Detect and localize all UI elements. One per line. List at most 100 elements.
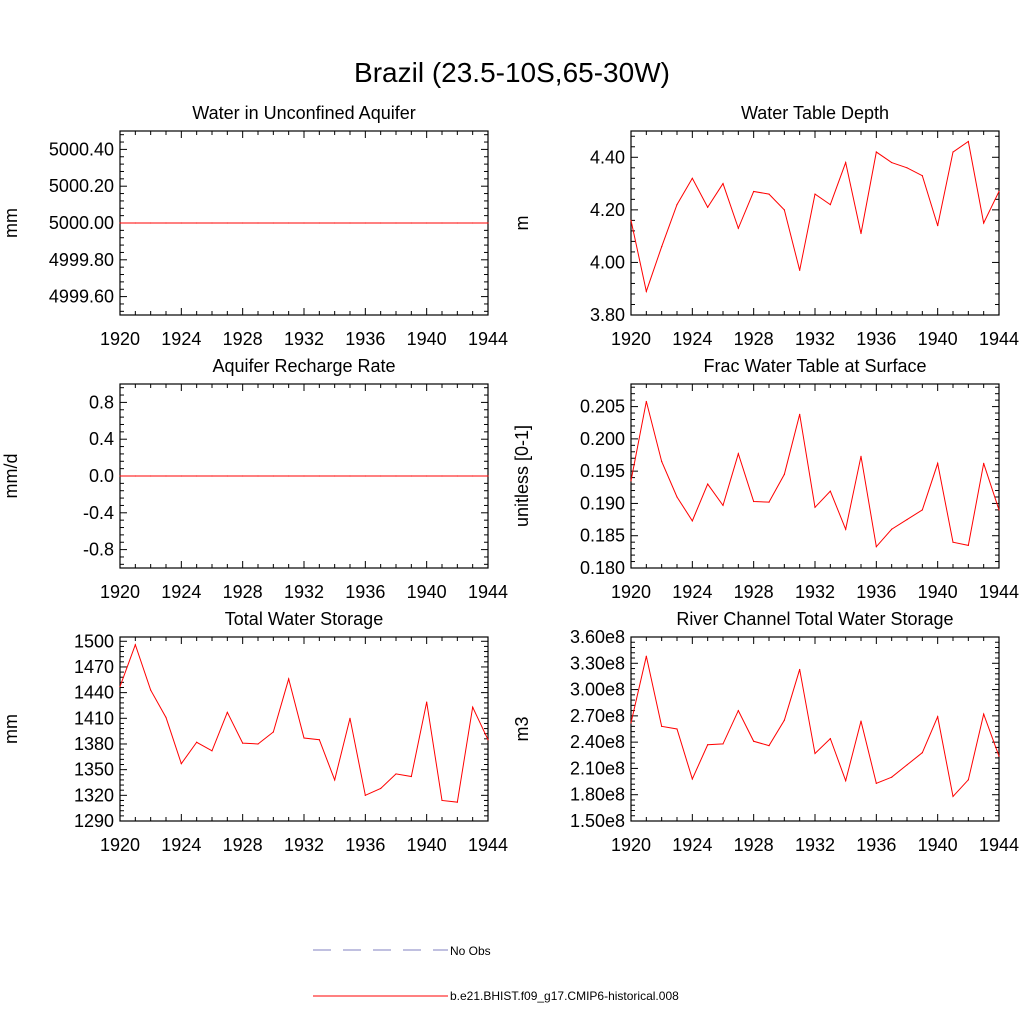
data-point (349, 222, 351, 224)
y-tick-label: 2.70e8 (570, 706, 625, 726)
data-point (661, 725, 663, 727)
data-point (937, 225, 939, 227)
data-point (242, 742, 244, 744)
data-point (472, 475, 474, 477)
data-point (318, 475, 320, 477)
y-tick-label: 1320 (74, 785, 114, 805)
y-tick-label: 0.4 (89, 429, 114, 449)
y-tick-label: 0.8 (89, 392, 114, 412)
y-tick-label: 3.00e8 (570, 680, 625, 700)
data-point (937, 716, 939, 718)
data-point (814, 193, 816, 195)
data-point (226, 711, 228, 713)
y-tick-label: 1440 (74, 683, 114, 703)
data-point (334, 222, 336, 224)
x-tick-label: 1936 (856, 835, 896, 855)
data-point (753, 500, 755, 503)
data-point (487, 739, 489, 741)
x-tick-label: 1944 (468, 329, 508, 349)
data-point (242, 222, 244, 224)
data-point (288, 678, 290, 680)
panel-frac-water-table-surface: Frac Water Table at Surface unitless [0-1… (512, 356, 1019, 602)
panel-title: Aquifer Recharge Rate (212, 356, 395, 376)
x-tick-label: 1944 (979, 582, 1019, 602)
y-tick-label: 0.205 (580, 397, 625, 417)
data-point (456, 222, 458, 224)
data-point (303, 222, 305, 224)
data-point (487, 475, 489, 477)
data-point (150, 475, 152, 477)
data-point (875, 546, 877, 548)
data-point (242, 475, 244, 477)
data-point (272, 475, 274, 477)
y-tick-label: 0.200 (580, 429, 625, 449)
data-point (768, 193, 770, 195)
x-tick-label: 1924 (672, 835, 712, 855)
data-point (921, 752, 923, 754)
x-tick-label: 1928 (223, 582, 263, 602)
plot-frame (119, 636, 489, 822)
y-tick-label: 0.180 (580, 558, 625, 578)
x-tick-label: 1920 (611, 582, 651, 602)
y-tick-label: 5000.20 (49, 176, 114, 196)
data-point (272, 222, 274, 224)
x-tick-label: 1944 (979, 329, 1019, 349)
data-point (487, 222, 489, 224)
data-point (257, 743, 259, 745)
data-point (676, 728, 678, 730)
y-tick-label: 3.60e8 (570, 627, 625, 647)
data-point (860, 232, 862, 235)
data-point (829, 490, 831, 492)
data-point (983, 222, 985, 224)
data-point (645, 655, 647, 657)
data-point (707, 483, 709, 485)
panel-title: Frac Water Table at Surface (703, 356, 926, 376)
data-point (753, 740, 755, 742)
data-point (829, 738, 831, 740)
data-point (630, 480, 632, 482)
x-tick-label: 1928 (734, 582, 774, 602)
x-tick-label: 1932 (284, 329, 324, 349)
y-axis-label: unitless [0-1] (512, 425, 532, 527)
data-point (318, 222, 320, 224)
data-point (456, 801, 458, 803)
panel-title: Water in Unconfined Aquifer (192, 103, 415, 123)
data-point (441, 799, 443, 802)
data-point (303, 475, 305, 477)
data-point (150, 222, 152, 224)
data-point (707, 206, 709, 208)
y-tick-label: 0.0 (89, 466, 114, 486)
data-point (661, 246, 663, 248)
data-point (921, 509, 923, 511)
series-line (630, 401, 1000, 548)
x-tick-label: 1928 (223, 329, 263, 349)
data-point (707, 744, 709, 746)
data-point (380, 475, 382, 477)
data-point (645, 290, 647, 292)
data-point (691, 520, 693, 522)
x-tick-label: 1944 (468, 582, 508, 602)
data-point (196, 475, 198, 477)
data-point (334, 475, 336, 477)
figure-title: Brazil (23.5-10S,65-30W) (354, 57, 670, 88)
data-point (829, 204, 831, 206)
x-tick-label: 1944 (468, 835, 508, 855)
data-point (364, 794, 366, 796)
data-point (410, 222, 412, 224)
data-point (134, 475, 136, 477)
data-point (288, 222, 290, 224)
data-point (783, 719, 785, 721)
data-point (426, 701, 428, 703)
data-point (334, 779, 336, 781)
x-tick-label: 1940 (918, 582, 958, 602)
data-point (165, 716, 167, 719)
data-point (349, 475, 351, 477)
panel-water-table-depth: Water Table Depth m 1920 1924 1928 1932 1936 19… (512, 103, 1019, 349)
y-tick-label: 5000.40 (49, 139, 114, 159)
data-point (257, 222, 259, 224)
x-tick-label: 1924 (161, 582, 201, 602)
y-tick-label: 5000.00 (49, 213, 114, 233)
y-tick-label: 0.190 (580, 493, 625, 513)
data-point (691, 177, 693, 179)
